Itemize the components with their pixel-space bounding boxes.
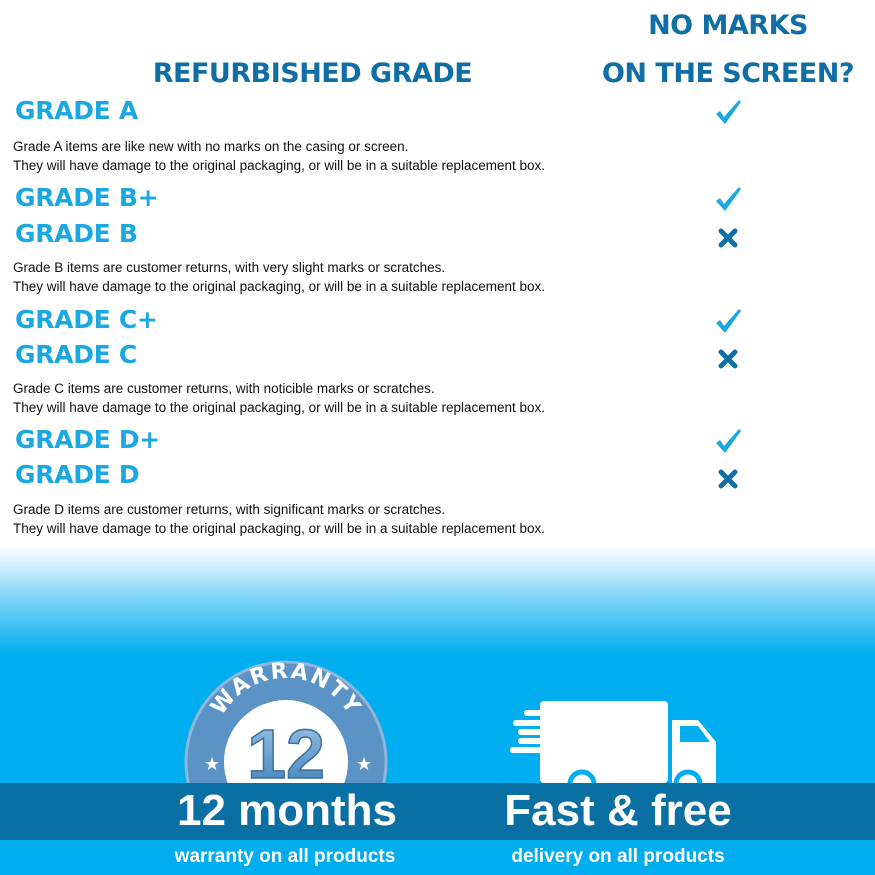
footer-band (0, 783, 875, 840)
delivery-truck-icon (510, 701, 716, 788)
grade-b-description: Grade B items are customer returns, with… (13, 258, 545, 296)
marks-column-heading-line1: NO MARKS (648, 10, 808, 41)
marks-column-heading-line2: ON THE SCREEN? (601, 58, 855, 89)
grade-column-heading: REFURBISHED GRADE (152, 58, 473, 89)
grade-d-description: Grade D items are customer returns, with… (13, 500, 545, 538)
delivery-title: Fast & free (504, 786, 732, 835)
desc-line: Grade B items are customer returns, with… (13, 260, 446, 275)
grade-d-title: GRADE D (15, 460, 140, 489)
check-icon (713, 306, 743, 336)
grade-a-title: GRADE A (15, 96, 138, 125)
cross-icon (713, 222, 743, 252)
desc-line: Grade C items are customer returns, with… (13, 381, 435, 396)
desc-line: They will have damage to the original pa… (13, 400, 546, 415)
svg-text:★: ★ (204, 754, 220, 774)
warranty-badge-icon: WARRANTY 12 ★ ★ (184, 660, 388, 790)
delivery-subtitle: delivery on all products (511, 846, 725, 867)
warranty-subtitle: warranty on all products (174, 846, 396, 867)
desc-line: Grade A items are like new with no marks… (13, 139, 409, 154)
grade-cplus-title: GRADE C+ (15, 305, 158, 334)
desc-line: They will have damage to the original pa… (13, 158, 546, 173)
desc-line: They will have damage to the original pa… (13, 279, 546, 294)
check-icon (713, 184, 743, 214)
desc-line: They will have damage to the original pa… (13, 521, 546, 536)
grade-c-title: GRADE C (15, 340, 137, 369)
desc-line: Grade D items are customer returns, with… (13, 502, 446, 517)
grade-bplus-title: GRADE B+ (15, 183, 159, 212)
check-icon (713, 426, 743, 456)
grade-b-title: GRADE B (15, 219, 138, 248)
check-icon (713, 97, 743, 127)
grade-c-description: Grade C items are customer returns, with… (13, 379, 545, 417)
badge-number: 12 (247, 715, 325, 790)
cross-icon (713, 343, 743, 373)
grade-a-description: Grade A items are like new with no marks… (13, 137, 545, 175)
svg-text:★: ★ (356, 754, 372, 774)
cross-icon (713, 463, 743, 493)
warranty-title: 12 months (176, 786, 398, 835)
grade-dplus-title: GRADE D+ (15, 425, 160, 454)
